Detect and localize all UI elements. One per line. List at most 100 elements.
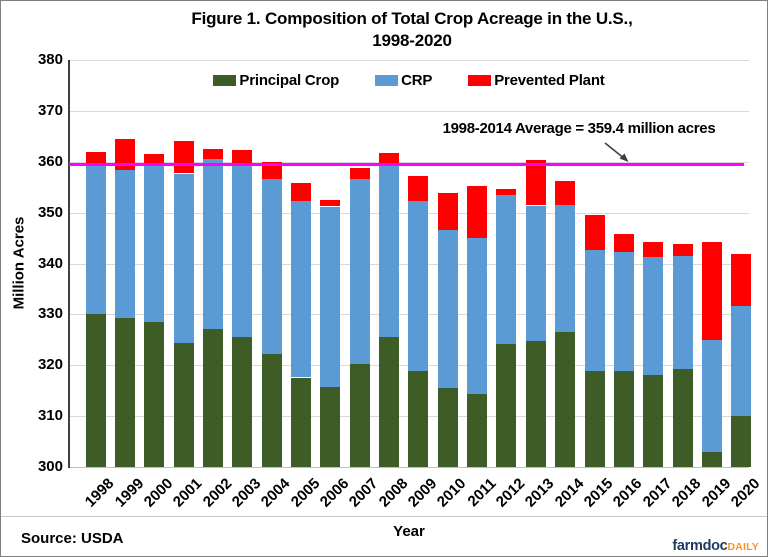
legend-swatch-crp bbox=[375, 75, 399, 86]
bar-segment-prevented-plant-2001 bbox=[173, 140, 194, 174]
bar-segment-prevented-plant-2015 bbox=[584, 214, 605, 250]
bar-segment-principal-crop-2007 bbox=[349, 364, 370, 467]
bar-segment-principal-crop-2004 bbox=[261, 354, 282, 467]
x-tick-label: 2012 bbox=[492, 475, 529, 511]
logo-daily-text: DAILY bbox=[727, 541, 759, 553]
bar-segment-prevented-plant-2003 bbox=[232, 150, 253, 166]
annotation-arrow-icon bbox=[604, 142, 629, 162]
legend-item-prevented-plant: Prevented Plant bbox=[468, 72, 605, 89]
chart-title: Figure 1. Composition of Total Crop Acre… bbox=[55, 8, 767, 52]
bar-segment-crp-1998 bbox=[85, 163, 106, 315]
x-axis-title: Year bbox=[393, 523, 425, 540]
bar-segment-principal-crop-2005 bbox=[291, 377, 311, 467]
bar-segment-principal-crop-2019 bbox=[701, 451, 722, 467]
bar-segment-prevented-plant-2020 bbox=[731, 254, 752, 306]
bar-segment-principal-crop-2017 bbox=[643, 374, 664, 467]
bar-segment-crp-2006 bbox=[320, 206, 341, 388]
x-tick-label: 2020 bbox=[727, 475, 764, 511]
y-tick-label: 360 bbox=[37, 152, 63, 170]
bar-segment-crp-2000 bbox=[144, 165, 165, 322]
x-axis-line bbox=[69, 467, 749, 468]
x-tick-label: 2008 bbox=[375, 475, 412, 511]
average-annotation: 1998-2014 Average = 359.4 million acres bbox=[442, 120, 716, 137]
bar-segment-crp-2013 bbox=[525, 205, 546, 341]
bar-segment-principal-crop-2012 bbox=[496, 344, 517, 467]
bar-segment-crp-2009 bbox=[408, 201, 429, 372]
legend-item-principal-crop: Principal Crop bbox=[213, 72, 339, 89]
bar-segment-prevented-plant-2019 bbox=[701, 241, 722, 340]
bar-segment-crp-2004 bbox=[261, 178, 282, 354]
x-tick-label: 2013 bbox=[522, 475, 558, 511]
bar-segment-prevented-plant-2013 bbox=[525, 160, 546, 206]
bar-segment-prevented-plant-2007 bbox=[349, 167, 370, 179]
x-tick-label: 2010 bbox=[434, 475, 470, 511]
legend-label-crp: CRP bbox=[401, 72, 433, 89]
bar-segment-principal-crop-2020 bbox=[731, 416, 752, 467]
logo-farmdoc-text: farmdoc bbox=[672, 538, 728, 554]
bar-segment-principal-crop-2011 bbox=[467, 394, 488, 467]
gridline bbox=[69, 60, 749, 61]
x-tick-label: 2011 bbox=[464, 475, 500, 511]
x-tick-label: 2006 bbox=[316, 475, 353, 511]
legend-swatch-principal-crop bbox=[213, 75, 237, 86]
gridline bbox=[69, 161, 749, 163]
y-tick-label: 350 bbox=[37, 203, 63, 221]
bar-segment-crp-2008 bbox=[379, 164, 399, 337]
bar-segment-principal-crop-1998 bbox=[85, 314, 106, 467]
bar-segment-prevented-plant-2008 bbox=[379, 153, 399, 165]
bar-segment-principal-crop-2006 bbox=[320, 387, 341, 467]
bar-segment-crp-2017 bbox=[643, 256, 664, 375]
farmdoc-daily-logo: farmdocDAILY bbox=[672, 537, 759, 555]
bar-segment-prevented-plant-2016 bbox=[613, 234, 634, 252]
x-tick-label: 1998 bbox=[81, 475, 118, 511]
bar-segment-crp-2011 bbox=[467, 238, 488, 395]
bar-segment-prevented-plant-2012 bbox=[496, 189, 517, 196]
bar-segment-principal-crop-2001 bbox=[173, 342, 194, 467]
x-tick-label: 2016 bbox=[610, 475, 646, 511]
legend-swatch-prevented-plant bbox=[468, 75, 492, 86]
x-tick-label: 2003 bbox=[228, 475, 265, 511]
y-tick-label: 370 bbox=[37, 101, 63, 119]
x-tick-label: 2000 bbox=[140, 475, 177, 511]
bar-segment-principal-crop-2013 bbox=[525, 340, 546, 467]
bar-segment-prevented-plant-2017 bbox=[643, 242, 664, 257]
x-tick-label: 2007 bbox=[346, 475, 382, 511]
y-tick-label: 310 bbox=[37, 407, 63, 425]
bar-segment-crp-2015 bbox=[584, 249, 605, 371]
bar-segment-crp-2005 bbox=[291, 201, 311, 378]
bar-segment-principal-crop-2014 bbox=[555, 332, 576, 467]
bar-segment-prevented-plant-2011 bbox=[467, 186, 488, 239]
title-line-1: Figure 1. Composition of Total Crop Acre… bbox=[191, 9, 633, 28]
y-tick-label: 330 bbox=[37, 305, 63, 323]
x-tick-label: 2018 bbox=[668, 475, 705, 511]
bar-segment-prevented-plant-2009 bbox=[408, 176, 429, 202]
bar-segment-crp-2012 bbox=[496, 195, 517, 345]
x-tick-label: 2019 bbox=[698, 475, 734, 511]
title-line-2: 1998-2020 bbox=[372, 31, 452, 50]
bar-segment-prevented-plant-1998 bbox=[85, 151, 106, 164]
bar-segment-principal-crop-2010 bbox=[437, 388, 458, 467]
bar-segment-principal-crop-1999 bbox=[114, 318, 135, 467]
x-tick-label: 2005 bbox=[287, 475, 324, 511]
bar-segment-principal-crop-2018 bbox=[672, 369, 693, 467]
bar-segment-principal-crop-2003 bbox=[232, 337, 253, 467]
bar-segment-principal-crop-2009 bbox=[408, 371, 429, 467]
bar-segment-principal-crop-2008 bbox=[379, 336, 399, 467]
bar-segment-principal-crop-2016 bbox=[613, 370, 634, 467]
y-axis-line bbox=[68, 60, 70, 468]
x-tick-label: 2015 bbox=[580, 475, 617, 511]
source-note: Source: USDA bbox=[21, 530, 124, 547]
y-tick-label: 320 bbox=[37, 356, 63, 374]
bar-segment-crp-2019 bbox=[701, 339, 722, 452]
bar-segment-principal-crop-2002 bbox=[202, 328, 223, 467]
legend-label-prevented-plant: Prevented Plant bbox=[494, 72, 605, 89]
bar-segment-prevented-plant-2000 bbox=[144, 154, 165, 166]
bar-segment-prevented-plant-2005 bbox=[291, 182, 311, 202]
bar-segment-crp-2001 bbox=[173, 173, 194, 343]
x-tick-label: 2014 bbox=[551, 475, 588, 511]
legend-label-principal-crop: Principal Crop bbox=[239, 72, 340, 89]
bar-segment-prevented-plant-2002 bbox=[202, 149, 223, 160]
bar-segment-prevented-plant-2006 bbox=[320, 199, 341, 207]
x-tick-label: 2017 bbox=[639, 475, 676, 511]
bar-segment-prevented-plant-2018 bbox=[672, 244, 693, 256]
